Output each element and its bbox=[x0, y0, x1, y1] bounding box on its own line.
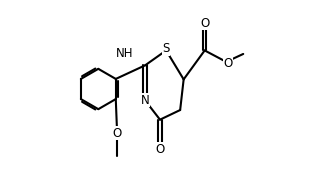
Text: NH: NH bbox=[116, 48, 134, 61]
Text: O: O bbox=[223, 57, 233, 70]
Text: S: S bbox=[163, 42, 170, 55]
Text: O: O bbox=[200, 17, 209, 30]
Text: O: O bbox=[112, 127, 122, 140]
Text: O: O bbox=[156, 143, 164, 156]
Text: N: N bbox=[141, 94, 149, 107]
